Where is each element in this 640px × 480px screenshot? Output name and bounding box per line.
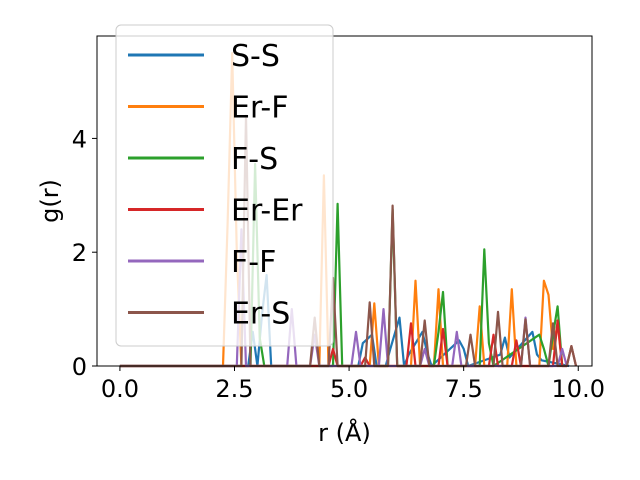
x-tick-label: 7.5 [445,375,483,403]
y-tick-label: 4 [72,125,87,153]
x-tick-label: 0.0 [101,375,139,403]
y-axis-label: g(r) [36,179,64,223]
legend-entry-f-f: F-F [128,245,276,280]
y-tick-label: 2 [72,239,87,267]
legend-entry-er-er: Er-Er [128,194,303,229]
legend-label: Er-Er [231,194,303,229]
x-tick-label: 2.5 [215,375,253,403]
legend-label: S-S [231,39,280,74]
y-tick-label: 0 [72,353,87,381]
x-axis-ticks: 0.0 2.5 5.0 7.5 10.0 [101,366,605,403]
legend-entry-er-f: Er-F [128,91,288,126]
x-tick-label: 5.0 [330,375,368,403]
legend-label: Er-S [231,297,290,332]
legend-label: Er-F [231,91,288,126]
legend: S-S Er-F F-S Er-Er F-F Er-S [115,24,334,347]
legend-entry-s-s: S-S [128,39,280,74]
legend-label: F-S [231,142,278,177]
x-axis-label: r (Å) [318,418,371,447]
legend-box [115,24,334,347]
legend-entry-er-s: Er-S [128,297,290,332]
legend-entry-f-s: F-S [128,142,278,177]
x-tick-label: 10.0 [552,375,605,403]
axes-frame [96,35,593,367]
y-axis-ticks: 0 2 4 [72,125,97,381]
legend-label: F-F [231,245,276,280]
